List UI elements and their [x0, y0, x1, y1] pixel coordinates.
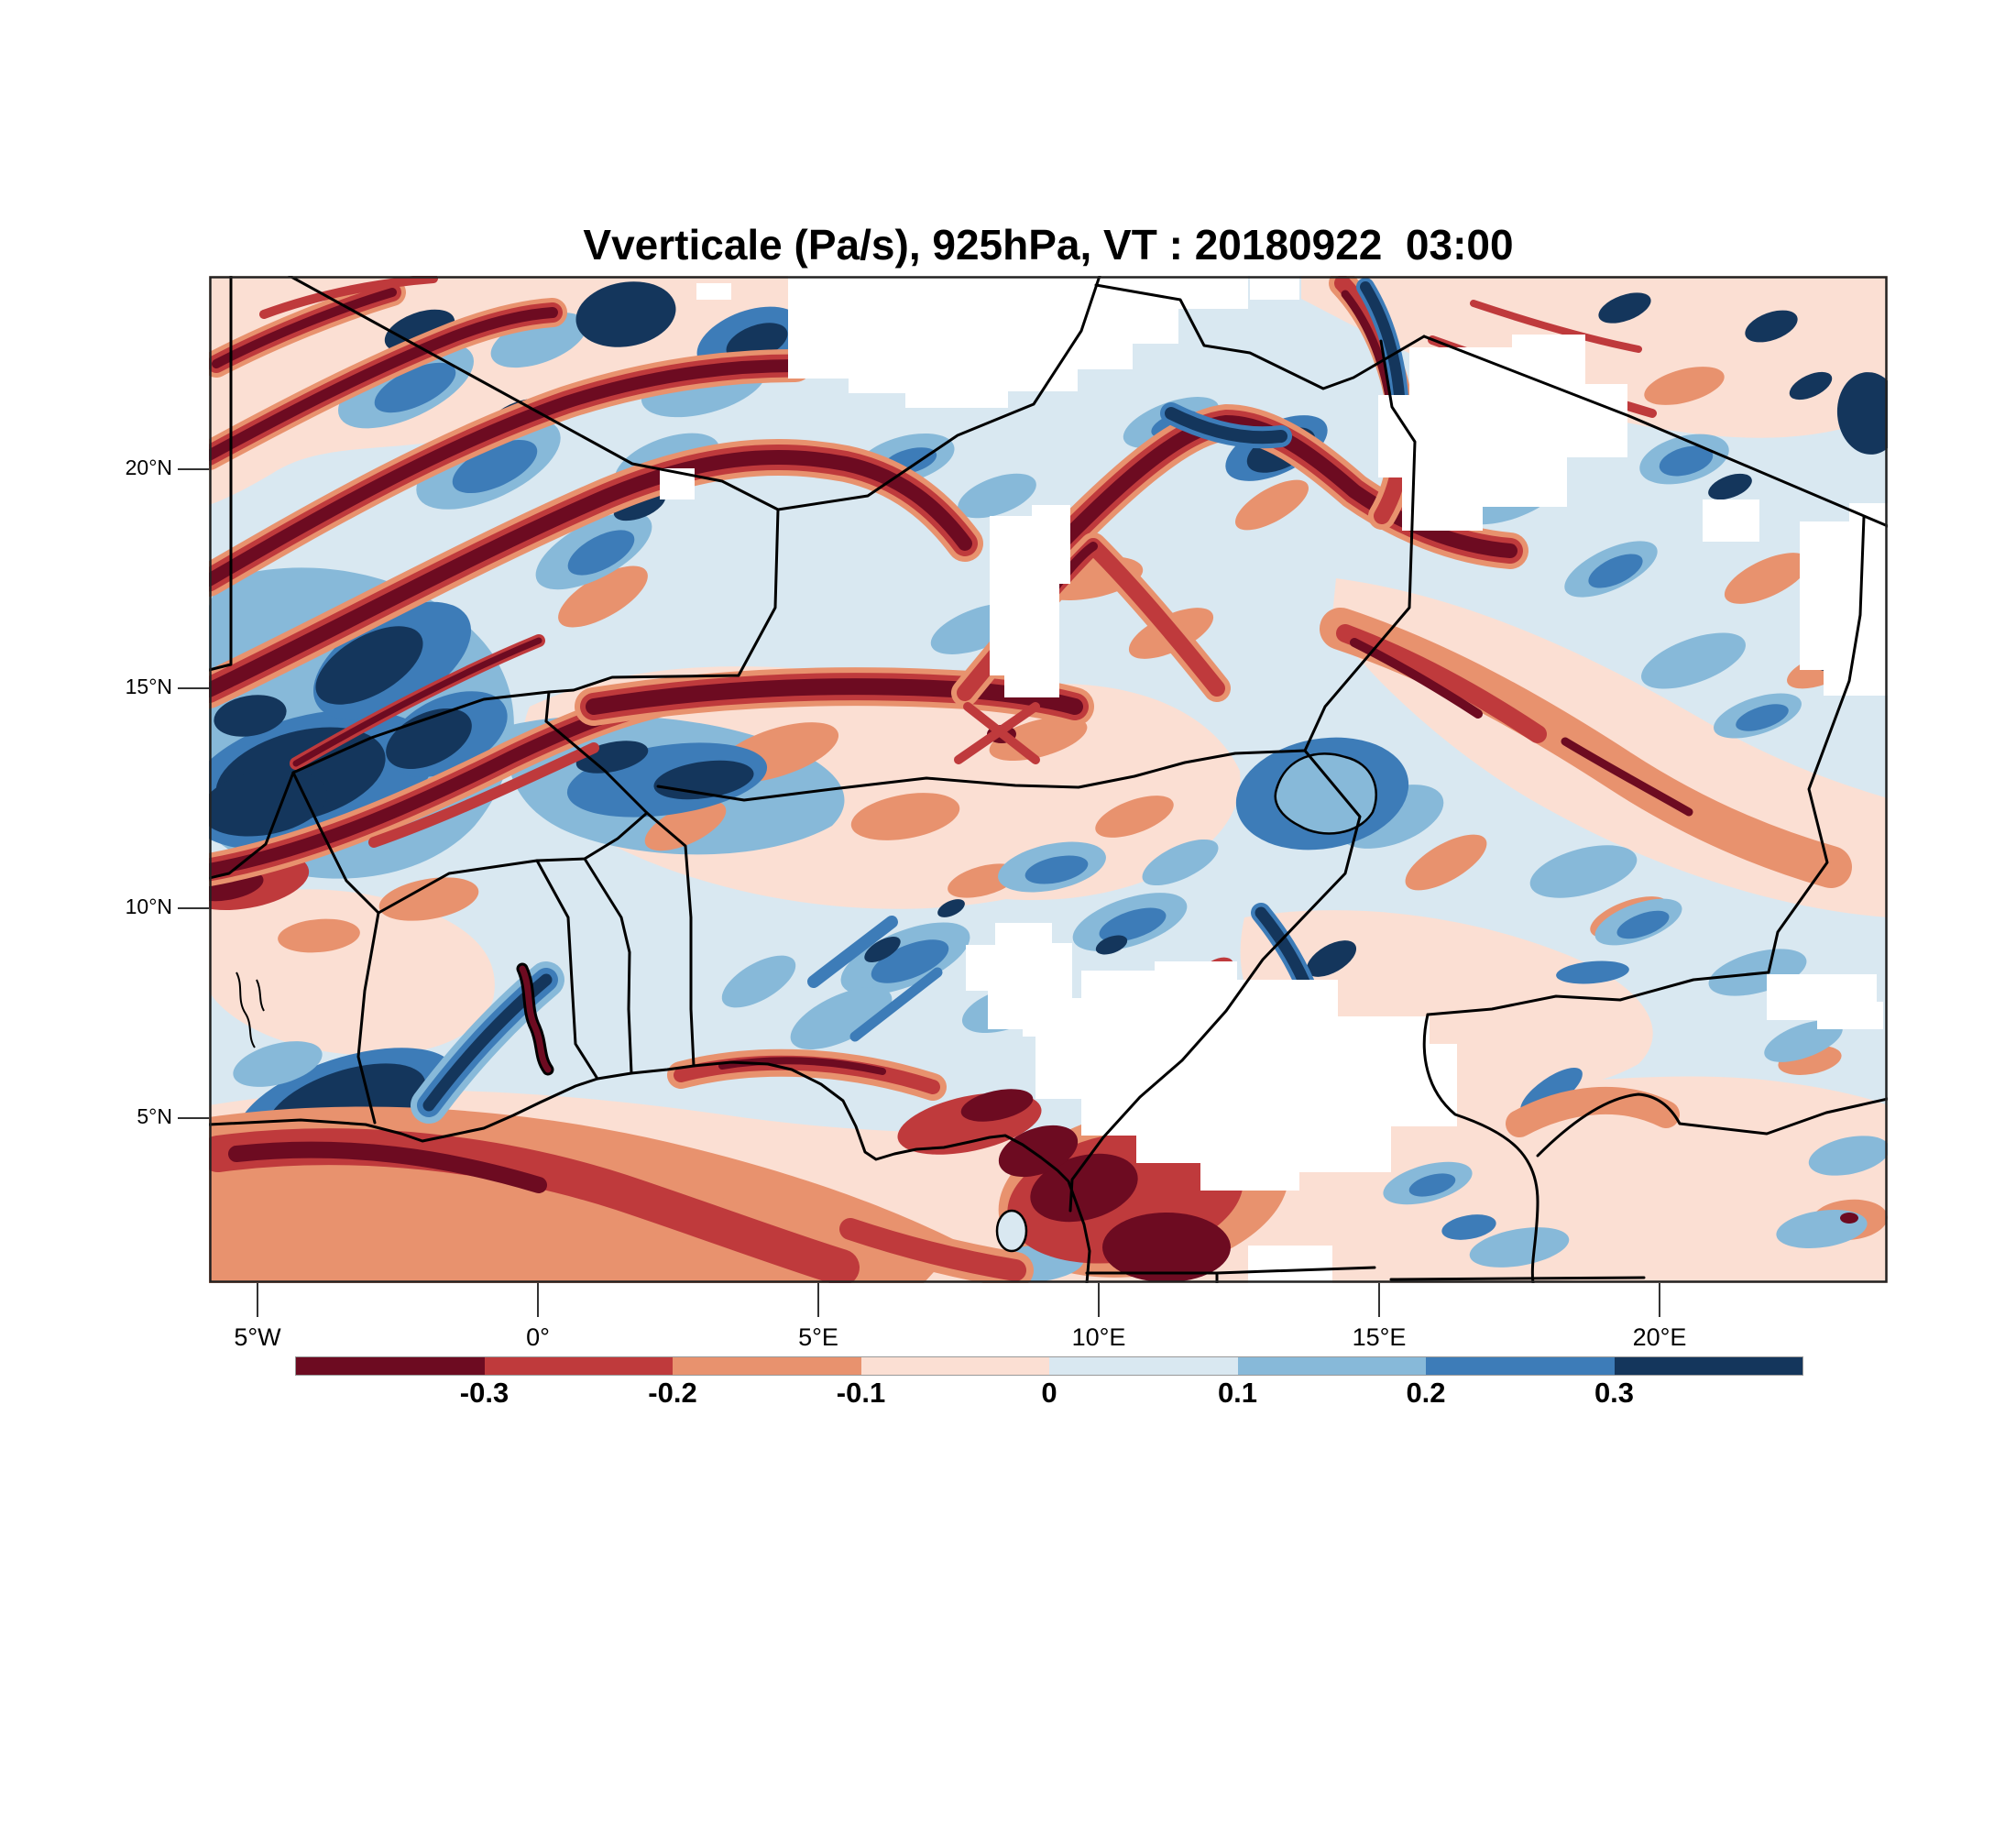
lon-tick-label: 20°E: [1632, 1323, 1687, 1351]
colorbar-segment: [1049, 1357, 1238, 1375]
lat-tick-line: [178, 468, 209, 470]
small-coastal-feature: [236, 971, 265, 1048]
lon-tick-label: 5°W: [234, 1323, 281, 1351]
colorbar-tick-label: 0.1: [1217, 1377, 1258, 1409]
map-plot-area: [209, 276, 1888, 1283]
colorbar-tick-label: -0.3: [459, 1377, 509, 1409]
map-frame: [209, 276, 1888, 1283]
lat-tick-line: [178, 687, 209, 689]
lat-tick-line: [178, 907, 209, 909]
lat-tick-label: 20°N: [125, 456, 172, 479]
colorbar-tick-label: 0: [1041, 1377, 1057, 1409]
colorbar-segment: [673, 1357, 861, 1375]
colorbar-segment: [860, 1357, 1049, 1375]
coastline: [209, 1060, 1091, 1283]
colorbar-segment: [296, 1357, 485, 1375]
colorbar-tick-label: -0.1: [836, 1377, 886, 1409]
vertical-velocity-field-map: [209, 276, 1888, 1283]
colorbar-tick-label: 0.2: [1406, 1377, 1446, 1409]
lon-tick-line: [817, 1283, 819, 1317]
colorbar-segment: [1237, 1357, 1426, 1375]
bioko-island: [995, 1209, 1028, 1253]
lon-tick-line: [257, 1283, 258, 1317]
colorbar-segment: [1426, 1357, 1615, 1375]
lon-tick-label: 0°: [526, 1323, 550, 1351]
lake-chad: [1274, 752, 1377, 835]
lon-tick-line: [1659, 1283, 1660, 1317]
lat-tick-label: 15°N: [125, 675, 172, 698]
lon-tick-line: [537, 1283, 539, 1317]
lat-tick-label: 10°N: [125, 895, 172, 918]
lon-tick-label: 5°E: [798, 1323, 838, 1351]
missing-data-regions: [660, 276, 1888, 1283]
colorbar-legend: [295, 1356, 1803, 1376]
figure-title: Vverticale (Pa/s), 925hPa, VT : 20180922…: [583, 221, 1514, 269]
colorbar-segment: [1614, 1357, 1802, 1375]
colorbar-tick-label: 0.3: [1594, 1377, 1635, 1409]
lon-tick-label: 10°E: [1071, 1323, 1126, 1351]
lakes: [236, 737, 1409, 1253]
lon-tick-line: [1378, 1283, 1380, 1317]
lake-volta: [519, 965, 552, 1073]
colorbar-segment: [484, 1357, 673, 1375]
lon-tick-line: [1098, 1283, 1100, 1317]
lat-tick-line: [178, 1117, 209, 1119]
lat-tick-label: 5°N: [137, 1104, 172, 1128]
country-borders: [209, 276, 1888, 1283]
lon-tick-label: 15°E: [1352, 1323, 1407, 1351]
colorbar-tick-label: -0.2: [648, 1377, 697, 1409]
